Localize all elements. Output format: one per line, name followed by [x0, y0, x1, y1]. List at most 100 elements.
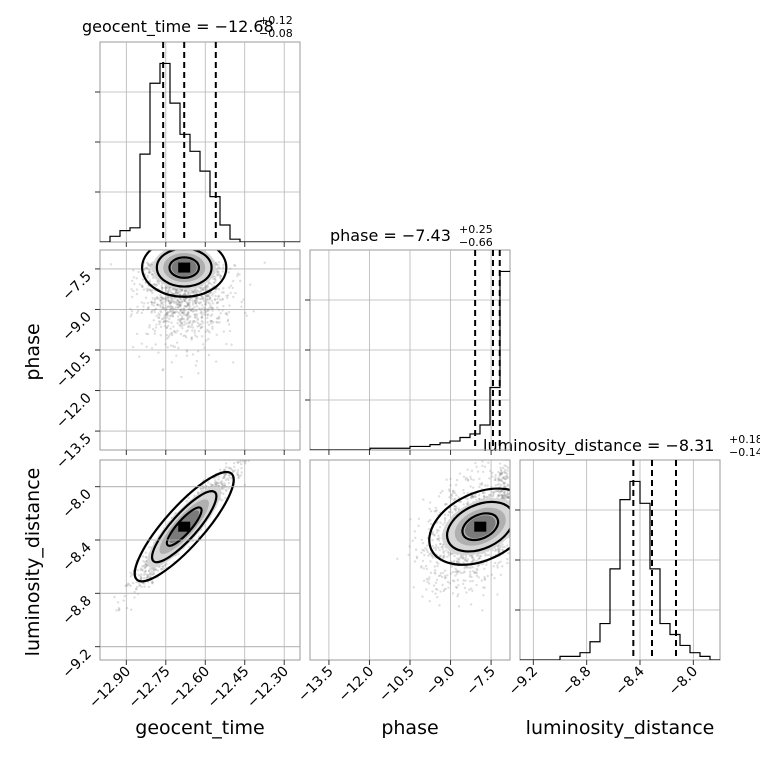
pair-geocent-time-vs-phase-point-1147	[232, 295, 235, 299]
pair-geocent-time-vs-phase-point-297	[208, 302, 211, 305]
pair-phase-vs-luminosity-distance-point-1314	[496, 483, 499, 486]
pair-geocent-time-vs-luminosity-distance-point-1331	[220, 480, 224, 483]
pair-geocent-time-vs-luminosity-distance-point-892	[187, 496, 190, 500]
pair-geocent-time-vs-phase-point-1152	[263, 261, 266, 264]
pair-phase-vs-luminosity-distance-point-918	[462, 561, 465, 564]
pair-geocent-time-vs-phase-point-906	[187, 321, 191, 324]
pair-geocent-time-vs-phase-point-1269	[182, 308, 186, 311]
pair-geocent-time-vs-phase-grid	[100, 250, 300, 450]
pair-phase-vs-luminosity-distance-point-523	[496, 564, 499, 567]
pair-geocent-time-vs-phase-point-1389	[217, 270, 220, 273]
pair-geocent-time-vs-phase-contour-2	[168, 256, 201, 279]
pair-geocent-time-vs-luminosity-distance-point-1198	[222, 476, 226, 479]
pair-phase-vs-luminosity-distance-point-844	[456, 570, 460, 573]
pair-geocent-time-vs-phase-point-867	[219, 312, 222, 315]
pair-phase-vs-luminosity-distance-point-49	[434, 506, 437, 509]
title-geocent-time-plus: +0.12	[259, 14, 293, 27]
pair-phase-vs-luminosity-distance-point-160	[468, 554, 472, 558]
pair-geocent-time-vs-luminosity-distance-point-117	[243, 462, 247, 465]
pair-geocent-time-vs-phase-point-782	[167, 300, 171, 303]
title-geocent-time: geocent_time = −12.68	[82, 17, 274, 37]
pair-geocent-time-vs-phase-point-1119	[240, 300, 243, 304]
pair-geocent-time-vs-phase-point-935	[182, 307, 186, 310]
pair-geocent-time-vs-phase-point-772	[213, 298, 217, 302]
pair-geocent-time-vs-phase-point-1314	[166, 324, 170, 328]
pair-geocent-time-vs-phase-point-23	[172, 325, 175, 328]
pair-phase-vs-luminosity-distance-point-530	[507, 496, 510, 500]
pair-geocent-time-vs-phase-point-413	[184, 289, 188, 292]
pair-geocent-time-vs-phase-point-1214	[200, 335, 204, 338]
pair-geocent-time-vs-phase-point-1111	[179, 320, 182, 324]
pair-geocent-time-vs-phase-point-1188	[176, 306, 180, 309]
pair-geocent-time-vs-luminosity-distance-point-720	[243, 483, 247, 487]
pair-geocent-time-vs-phase-point-334	[147, 271, 150, 274]
pair-phase-vs-luminosity-distance-point-537	[472, 557, 475, 560]
pair-phase-vs-luminosity-distance-point-1123	[429, 560, 432, 563]
pair-phase-vs-luminosity-distance-point-8	[500, 495, 504, 498]
pair-geocent-time-vs-luminosity-distance-point-642	[224, 473, 227, 477]
pair-phase-vs-luminosity-distance-point-1051	[498, 478, 501, 481]
pair-geocent-time-vs-phase-point-292	[180, 289, 183, 292]
pair-geocent-time-vs-phase-point-302	[146, 274, 149, 278]
pair-geocent-time-vs-phase-point-1290	[190, 338, 193, 341]
pair-phase-vs-luminosity-distance-point-86	[496, 489, 499, 493]
pair-geocent-time-vs-luminosity-distance-point-1399	[152, 569, 155, 573]
pair-geocent-time-vs-phase-point-384	[188, 308, 191, 311]
pair-phase-vs-luminosity-distance-point-921	[427, 582, 431, 585]
pair-geocent-time-vs-phase-point-201	[178, 304, 182, 307]
pair-phase-vs-luminosity-distance-point-947	[429, 522, 433, 526]
pair-geocent-time-vs-luminosity-distance-point-1234	[140, 577, 143, 580]
pair-phase-vs-luminosity-distance-point-774	[461, 556, 465, 559]
pair-phase-vs-luminosity-distance-point-514	[481, 460, 484, 463]
pair-phase-vs-luminosity-distance-point-227	[483, 465, 487, 469]
pair-geocent-time-vs-luminosity-distance-point-890	[135, 588, 138, 591]
pair-phase-vs-luminosity-distance-point-1136	[464, 478, 467, 481]
pair-geocent-time-vs-luminosity-distance-point-544	[160, 568, 163, 571]
pair-geocent-time-vs-phase-point-291	[201, 325, 204, 329]
pair-geocent-time-vs-luminosity-distance-point-194	[237, 475, 241, 479]
pair-geocent-time-vs-phase-point-567	[225, 342, 228, 346]
pair-geocent-time-vs-phase-point-479	[166, 337, 169, 340]
pair-phase-vs-luminosity-distance-point-1244	[424, 546, 427, 550]
pair-phase-vs-luminosity-distance-point-1077	[453, 580, 456, 583]
pair-geocent-time-vs-phase-point-806	[176, 318, 180, 322]
pair-geocent-time-vs-phase-point-1211	[198, 297, 202, 301]
pair-phase-vs-luminosity-distance-point-531	[476, 553, 480, 557]
pair-geocent-time-vs-phase-point-1087	[245, 314, 248, 317]
pair-geocent-time-vs-phase-point-752	[135, 292, 139, 296]
pair-phase-vs-luminosity-distance-point-143	[435, 561, 439, 564]
pair-geocent-time-vs-phase-point-333	[217, 271, 220, 274]
pair-geocent-time-vs-luminosity-distance-point-1161	[145, 563, 148, 566]
pair-phase-vs-luminosity-distance-point-431	[475, 571, 479, 575]
pair-phase-vs-luminosity-distance-point-298	[454, 483, 458, 487]
pair-phase-vs-luminosity-distance-point-182	[499, 468, 503, 471]
pair-phase-vs-luminosity-distance-point-972	[455, 478, 459, 482]
pair-geocent-time-vs-phase-point-199	[138, 283, 142, 286]
pair-geocent-time-vs-luminosity-distance-contour-1	[150, 490, 218, 564]
pair-phase-vs-luminosity-distance-point-1099	[477, 563, 481, 567]
pair-geocent-time-vs-phase-point-5	[183, 323, 186, 326]
pair-geocent-time-vs-phase-point-71	[168, 301, 172, 304]
pair-geocent-time-vs-phase-point-628	[199, 290, 202, 293]
pair-phase-vs-luminosity-distance-point-1054	[454, 509, 457, 512]
pair-geocent-time-vs-luminosity-distance-point-54	[153, 568, 156, 572]
pair-geocent-time-vs-phase-point-1142	[143, 268, 146, 272]
pair-phase-vs-luminosity-distance-point-1024	[483, 491, 486, 494]
pair-geocent-time-vs-phase-point-489	[192, 307, 195, 311]
pair-geocent-time-vs-phase-point-608	[146, 276, 149, 279]
pair-phase-vs-luminosity-distance-point-713	[502, 496, 505, 500]
pair-geocent-time-vs-luminosity-distance-point-1043	[161, 565, 164, 569]
pair-phase-vs-luminosity-distance-point-361	[457, 560, 460, 564]
pair-geocent-time-vs-phase-point-615	[173, 329, 176, 333]
pair-geocent-time-vs-phase-point-194	[178, 291, 181, 294]
hist-phase-steps	[310, 270, 510, 450]
pair-geocent-time-vs-phase-point-416	[176, 306, 179, 309]
pair-geocent-time-vs-luminosity-distance-point-549	[146, 575, 149, 579]
pair-geocent-time-vs-luminosity-distance-point-1361	[139, 575, 142, 578]
pair-geocent-time-vs-phase-point-1055	[181, 308, 184, 312]
pair-geocent-time-vs-phase-point-1098	[196, 318, 199, 322]
pair-phase-vs-luminosity-distance-point-359	[494, 474, 497, 477]
pair-geocent-time-vs-phase-point-647	[217, 295, 220, 298]
pair-phase-vs-luminosity-distance-point-518	[501, 548, 504, 552]
pair-geocent-time-vs-phase-point-1109	[206, 307, 210, 311]
